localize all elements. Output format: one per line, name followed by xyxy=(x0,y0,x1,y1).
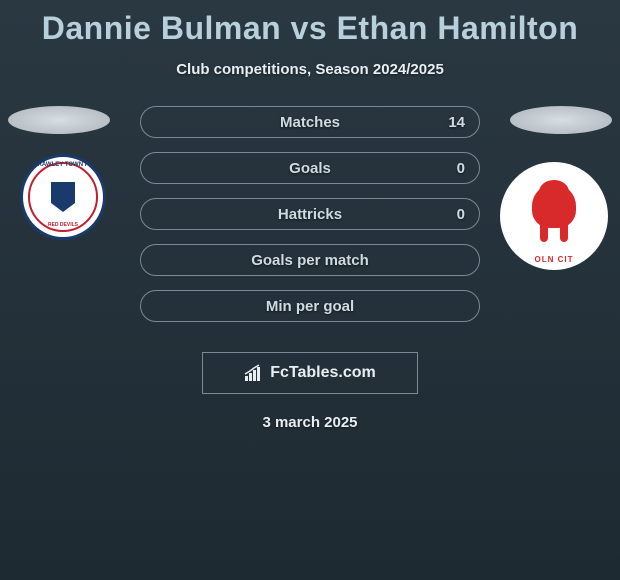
stat-label: Hattricks xyxy=(278,206,342,223)
stat-label: Goals per match xyxy=(251,252,369,269)
stat-value-right: 0 xyxy=(457,206,465,223)
brand-text: FcTables.com xyxy=(270,364,376,382)
chart-icon xyxy=(244,364,264,382)
subtitle: Club competitions, Season 2024/2025 xyxy=(0,61,620,78)
page-title: Dannie Bulman vs Ethan Hamilton xyxy=(0,0,620,47)
stat-label: Min per goal xyxy=(266,298,354,315)
stat-label: Goals xyxy=(289,160,331,177)
stats-list: Matches 14 Goals 0 Hattricks 0 Goals per… xyxy=(140,106,480,336)
brand-box[interactable]: FcTables.com xyxy=(202,352,418,394)
stat-row-hattricks: Hattricks 0 xyxy=(140,198,480,230)
stat-value-right: 14 xyxy=(448,114,465,131)
date-label: 3 march 2025 xyxy=(0,414,620,431)
stat-row-min-per-goal: Min per goal xyxy=(140,290,480,322)
stat-row-goals: Goals 0 xyxy=(140,152,480,184)
comparison-panel: CRAWLEY TOWN FC RED DEVILS OLN CIT Match… xyxy=(0,106,620,431)
stat-label: Matches xyxy=(280,114,340,131)
stat-row-goals-per-match: Goals per match xyxy=(140,244,480,276)
stat-row-matches: Matches 14 xyxy=(140,106,480,138)
stat-value-right: 0 xyxy=(457,160,465,177)
